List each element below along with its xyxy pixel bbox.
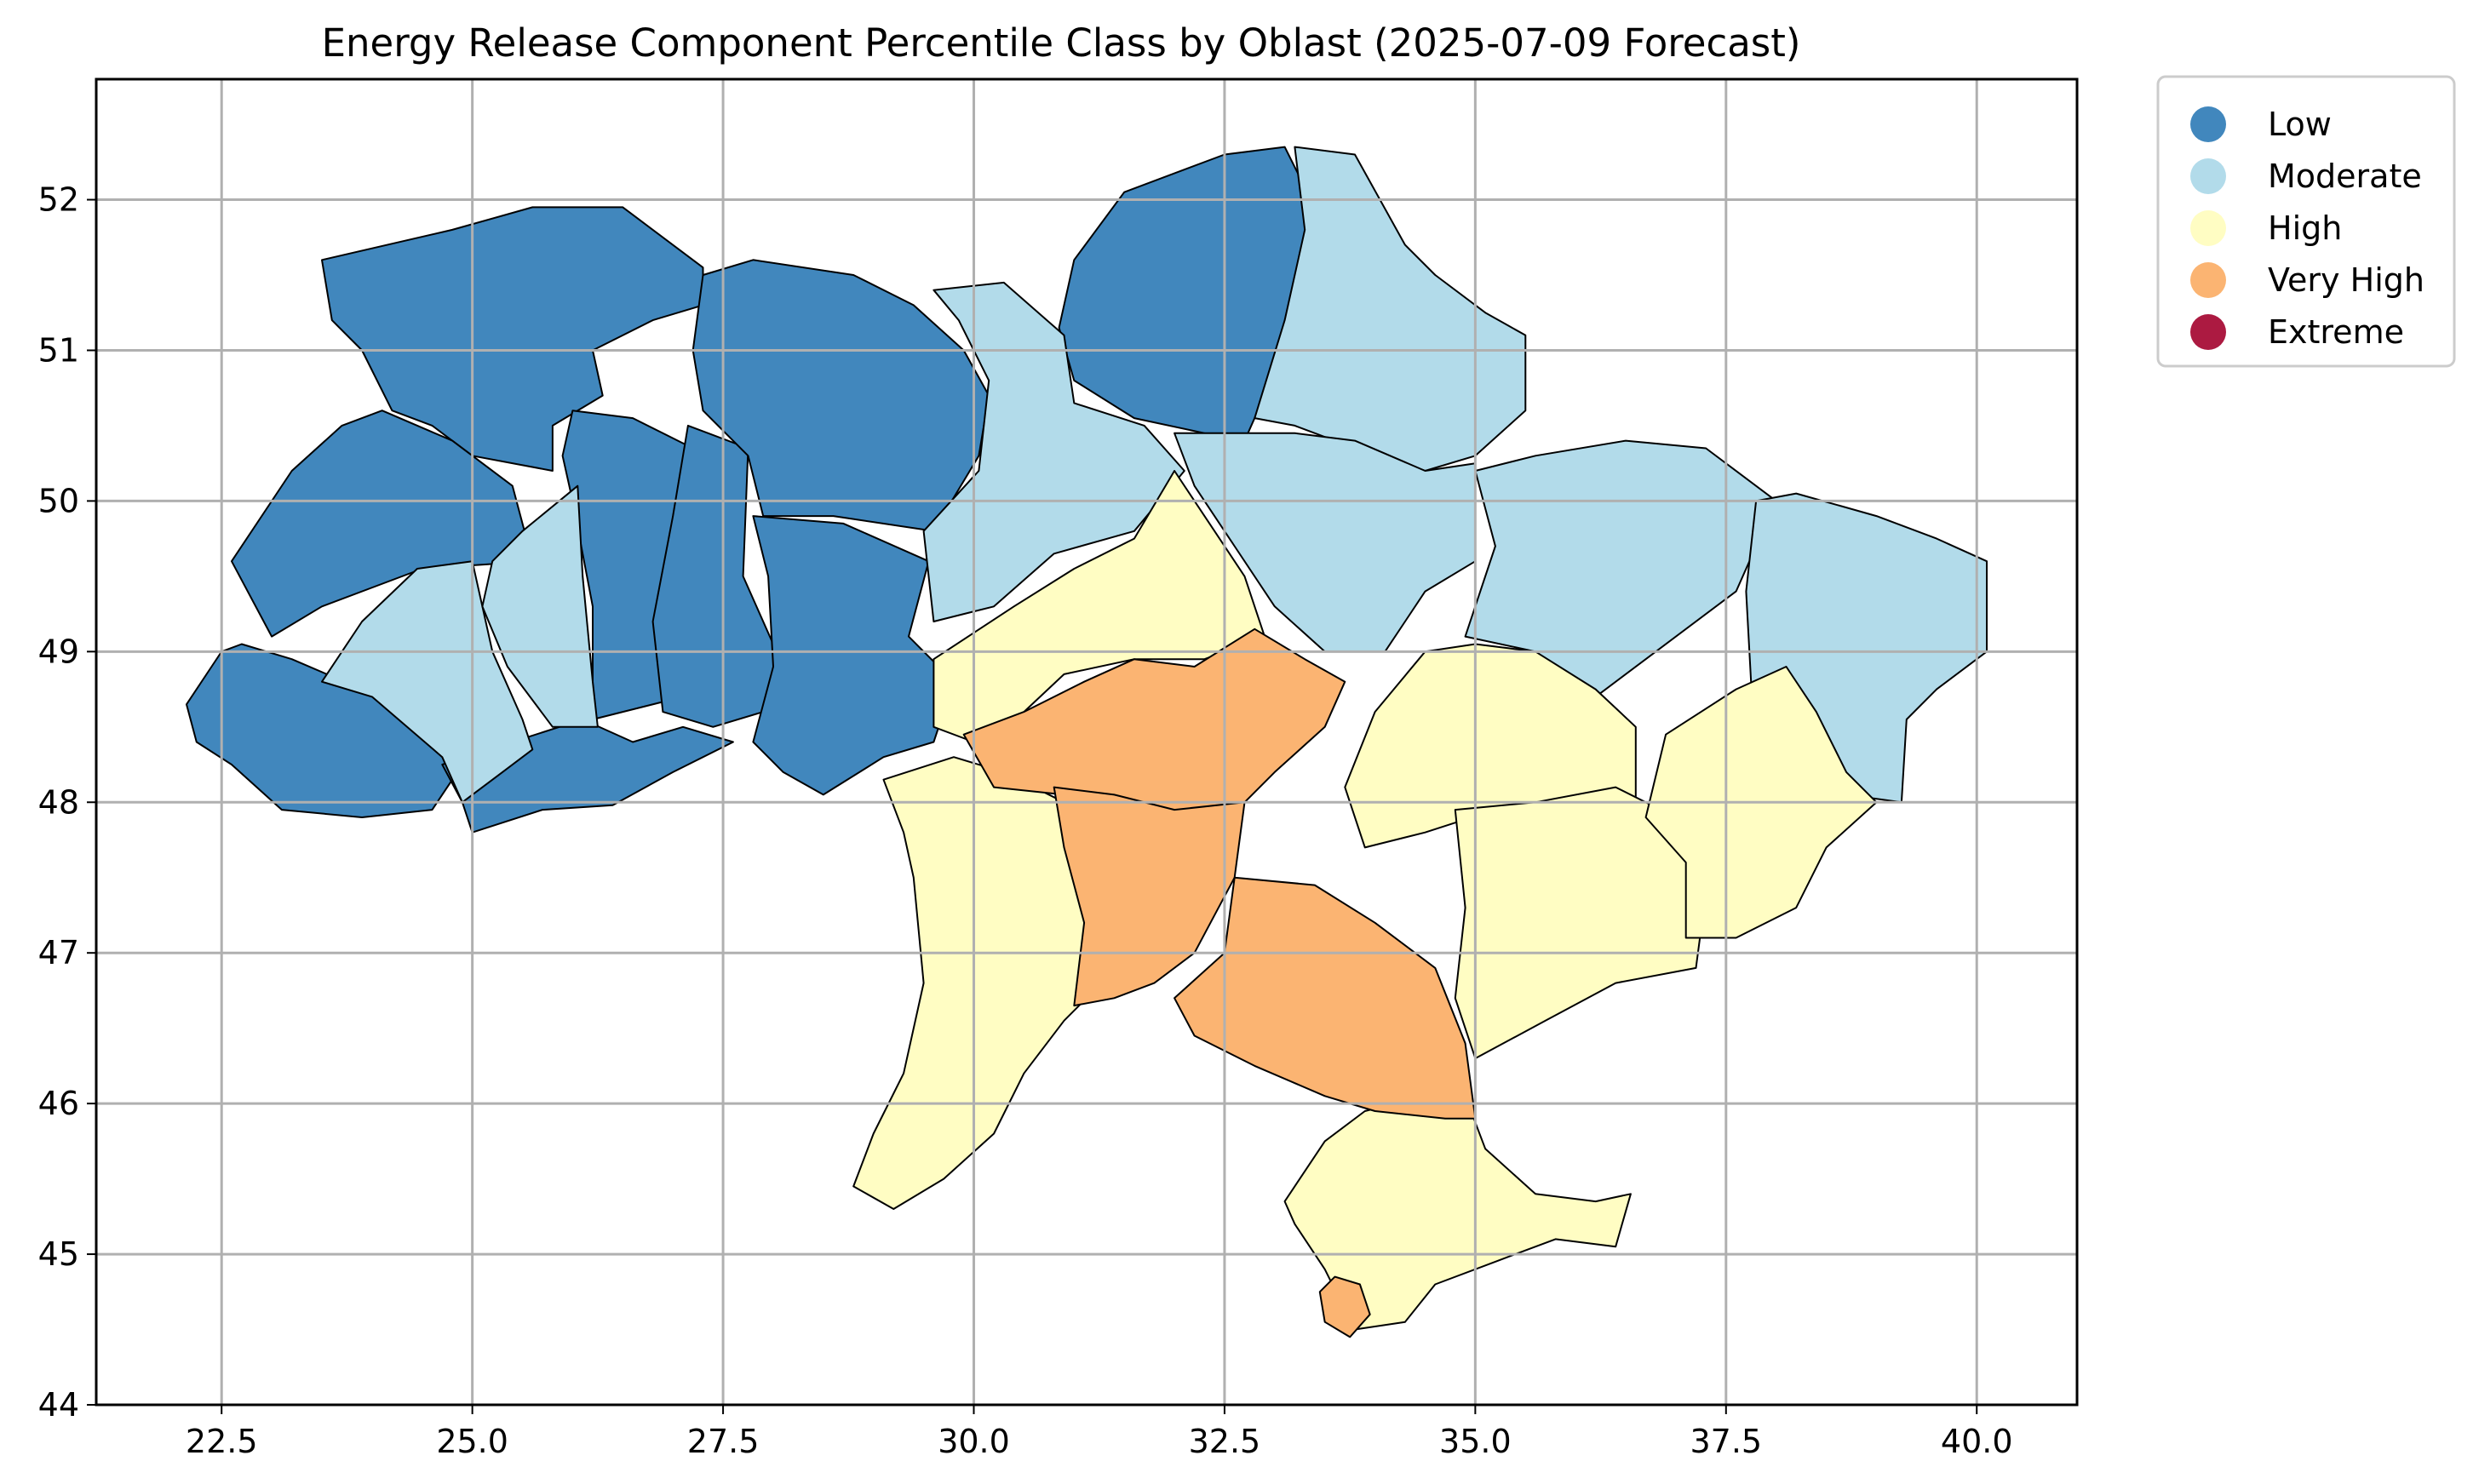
legend-label: Moderate bbox=[2268, 158, 2422, 195]
oblast-region-24 bbox=[1053, 786, 1246, 1007]
legend-frame bbox=[2156, 75, 2456, 368]
oblast-region-7 bbox=[691, 259, 990, 532]
oblast-region-15 bbox=[321, 560, 534, 804]
oblast-region-25 bbox=[1174, 876, 1477, 1120]
legend-marker-high bbox=[2190, 210, 2226, 246]
x-tick-label: 22.5 bbox=[186, 1423, 258, 1460]
legend-label: Extreme bbox=[2268, 313, 2404, 351]
oblast-region-10 bbox=[922, 281, 1185, 622]
x-tick-label: 35.0 bbox=[1439, 1423, 1512, 1460]
x-tick-label: 27.5 bbox=[687, 1423, 760, 1460]
oblast-regions bbox=[186, 146, 1988, 1338]
plot-area bbox=[95, 77, 2079, 1407]
legend-label: Very High bbox=[2268, 261, 2424, 299]
x-tick-label: 37.5 bbox=[1690, 1423, 1762, 1460]
x-tick-label: 30.0 bbox=[938, 1423, 1010, 1460]
oblast-region-20 bbox=[1454, 786, 1707, 1060]
y-tick-label: 45 bbox=[38, 1235, 79, 1273]
legend-items: Low Moderate High Very High Extreme bbox=[2190, 106, 2424, 351]
oblast-region-2 bbox=[231, 410, 534, 638]
plot-frame bbox=[95, 77, 2079, 1407]
legend-marker-moderate bbox=[2190, 158, 2226, 194]
oblast-region-26 bbox=[1318, 1275, 1371, 1338]
x-tick-label: 40.0 bbox=[1941, 1423, 2013, 1460]
legend-label: Low bbox=[2268, 106, 2332, 143]
y-tick-label: 50 bbox=[38, 482, 79, 519]
oblast-region-16 bbox=[481, 484, 599, 728]
y-tick-label: 48 bbox=[38, 783, 79, 821]
legend-marker-extreme bbox=[2190, 314, 2226, 350]
x-tick-label: 32.5 bbox=[1189, 1423, 1261, 1460]
y-tick-label: 44 bbox=[38, 1386, 79, 1424]
chart-title: Energy Release Component Percentile Clas… bbox=[322, 20, 1801, 66]
y-tick-label: 51 bbox=[38, 331, 79, 369]
legend-label: High bbox=[2268, 209, 2342, 247]
x-axis: 22.5 25.0 27.5 30.0 32.5 35.0 37.5 40.0 bbox=[186, 1405, 2013, 1460]
oblast-region-1 bbox=[321, 206, 704, 472]
y-tick-label: 52 bbox=[38, 181, 79, 219]
legend-marker-very-high bbox=[2190, 262, 2226, 298]
oblast-region-13 bbox=[1464, 439, 1777, 698]
y-tick-label: 47 bbox=[38, 934, 79, 971]
y-axis: 52 51 50 49 48 47 46 45 44 bbox=[38, 181, 96, 1424]
y-tick-label: 49 bbox=[38, 633, 79, 670]
x-tick-label: 25.0 bbox=[436, 1423, 508, 1460]
legend: Low Moderate High Very High Extreme bbox=[2156, 75, 2456, 368]
legend-marker-low bbox=[2190, 106, 2226, 142]
oblast-region-12 bbox=[1174, 432, 1477, 653]
y-tick-label: 46 bbox=[38, 1085, 79, 1122]
